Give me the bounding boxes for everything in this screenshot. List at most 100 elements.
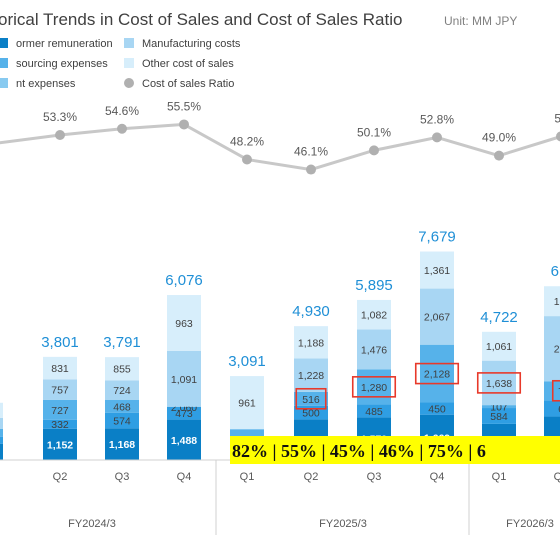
ratio-line xyxy=(0,122,560,172)
bar-segment xyxy=(167,350,201,407)
bar-segment xyxy=(43,419,77,429)
legend-label: Other cost of sales xyxy=(142,58,234,70)
segment-label: 1,638 xyxy=(486,378,512,390)
overlay-background xyxy=(230,436,560,464)
fiscal-year-label: FY2024/3 xyxy=(68,518,116,530)
segment-label: 584 xyxy=(490,411,508,423)
ratio-line-series: .3%53.3%54.6%55.5%48.2%46.1%50.1%52.8%49… xyxy=(0,99,560,175)
bar-segment xyxy=(167,406,201,420)
bar-segment xyxy=(105,380,139,400)
total-label: 6,076 xyxy=(165,272,203,289)
bar-segment xyxy=(357,329,391,370)
ratio-label: 50.1% xyxy=(357,125,391,139)
bar-segment xyxy=(482,360,516,406)
bar-segment xyxy=(0,443,3,460)
legend-marker-square xyxy=(0,78,8,88)
segment-label: 468 xyxy=(113,401,131,413)
bar-segment xyxy=(167,419,201,460)
legend-label: Cost of sales Ratio xyxy=(142,78,234,90)
segment-label: 1,152 xyxy=(47,439,73,451)
bar-segment xyxy=(357,404,391,418)
quarter-tick-label: Q1 xyxy=(240,471,255,483)
bar-segment xyxy=(105,412,139,429)
segment-label: 855 xyxy=(113,364,131,376)
segment-label: 500 xyxy=(302,408,320,420)
bar-segment xyxy=(0,402,3,418)
bar-segment xyxy=(420,288,454,345)
segment-label: 727 xyxy=(51,405,69,417)
bar-segment xyxy=(43,379,77,400)
highlight-box xyxy=(414,362,460,385)
segment-label: 2,4 xyxy=(554,344,560,356)
segment-label: 1,361 xyxy=(424,265,450,277)
bar-segment xyxy=(420,344,454,403)
ratio-label: 53.3% xyxy=(43,110,77,124)
bar-segment xyxy=(482,405,516,409)
total-label: 4,930 xyxy=(292,303,330,320)
fiscal-year-label: FY2025/3 xyxy=(319,518,367,530)
bar-segment xyxy=(357,369,391,405)
bar-segment xyxy=(420,251,454,289)
bar-segment xyxy=(294,326,328,359)
quarter-tick-label: Q1 xyxy=(492,471,507,483)
overlay-text: 82% | 55% | 45% | 46% | 75% | 6 xyxy=(232,441,486,461)
total-label: 3,091 xyxy=(228,353,266,370)
bar-segment xyxy=(294,358,328,392)
ratio-point xyxy=(432,132,442,143)
bar-segment xyxy=(544,316,560,382)
segment-label: 473 xyxy=(175,408,193,420)
x-axis: Q1Q2Q3Q4Q1Q2Q3Q4Q1Q2FY2024/3FY2025/3FY20… xyxy=(0,459,560,535)
bar-segment xyxy=(105,357,139,381)
bar-segment xyxy=(43,399,77,420)
stacked-bars: 6008081,1523327277578313,8011,1685744687… xyxy=(0,229,560,462)
legend-label: sourcing expenses xyxy=(16,58,108,70)
bar-segment xyxy=(544,286,560,317)
ratio-label: 53 xyxy=(554,111,560,125)
legend-marker-circle xyxy=(124,78,134,88)
legend-label: Manufacturing costs xyxy=(142,38,241,50)
highlight-box xyxy=(476,372,522,394)
quarter-tick-label: Q4 xyxy=(430,471,445,483)
segment-label: 7 xyxy=(558,386,560,398)
ratio-point xyxy=(494,150,504,161)
legend-marker-square xyxy=(0,38,8,48)
segment-label: 1,168 xyxy=(109,439,135,451)
total-label: 6,4 xyxy=(551,263,560,280)
ratio-label: 52.8% xyxy=(420,112,454,126)
ratio-label: 46.1% xyxy=(294,145,328,159)
highlight-box xyxy=(551,379,560,402)
ratio-point xyxy=(556,131,560,142)
segment-label: 2,128 xyxy=(424,369,450,381)
ratio-point xyxy=(117,123,127,134)
total-label: 4,722 xyxy=(480,309,518,326)
segment-label: 1,091 xyxy=(171,374,197,386)
legend: ormer remuneration Manufacturing costs sou… xyxy=(0,38,241,90)
bar-segment xyxy=(105,428,139,460)
legend-label: ormer remuneration xyxy=(16,38,113,50)
bar-segment xyxy=(0,428,3,437)
total-label: 3,791 xyxy=(103,334,141,351)
quarter-tick-label: Q2 xyxy=(53,471,68,483)
segment-label: 1,061 xyxy=(486,341,512,353)
segment-label: 1,488 xyxy=(171,435,197,447)
legend-marker-square xyxy=(124,38,134,48)
legend-marker-square xyxy=(0,58,8,68)
bar-segment xyxy=(482,331,516,361)
bar-segment xyxy=(357,299,391,330)
bar-segment xyxy=(294,391,328,406)
segment-label: 724 xyxy=(113,385,131,397)
segment-label: 2,067 xyxy=(424,312,450,324)
highlight-box xyxy=(295,387,327,410)
bar-segment xyxy=(0,417,3,429)
quarter-tick-label: Q3 xyxy=(367,471,382,483)
bar-segment xyxy=(43,428,77,460)
ratio-label: 55.5% xyxy=(167,99,201,113)
segment-label: 831 xyxy=(51,363,69,375)
segment-label: 574 xyxy=(113,415,131,427)
highlight-box xyxy=(351,376,397,398)
overlay-band: 82% | 55% | 45% | 46% | 75% | 6 xyxy=(230,436,560,464)
ratio-label: 49.0% xyxy=(482,131,516,145)
segment-label: 450 xyxy=(428,404,446,416)
segment-label: 485 xyxy=(365,406,383,418)
segment-label: 1,082 xyxy=(361,310,387,322)
